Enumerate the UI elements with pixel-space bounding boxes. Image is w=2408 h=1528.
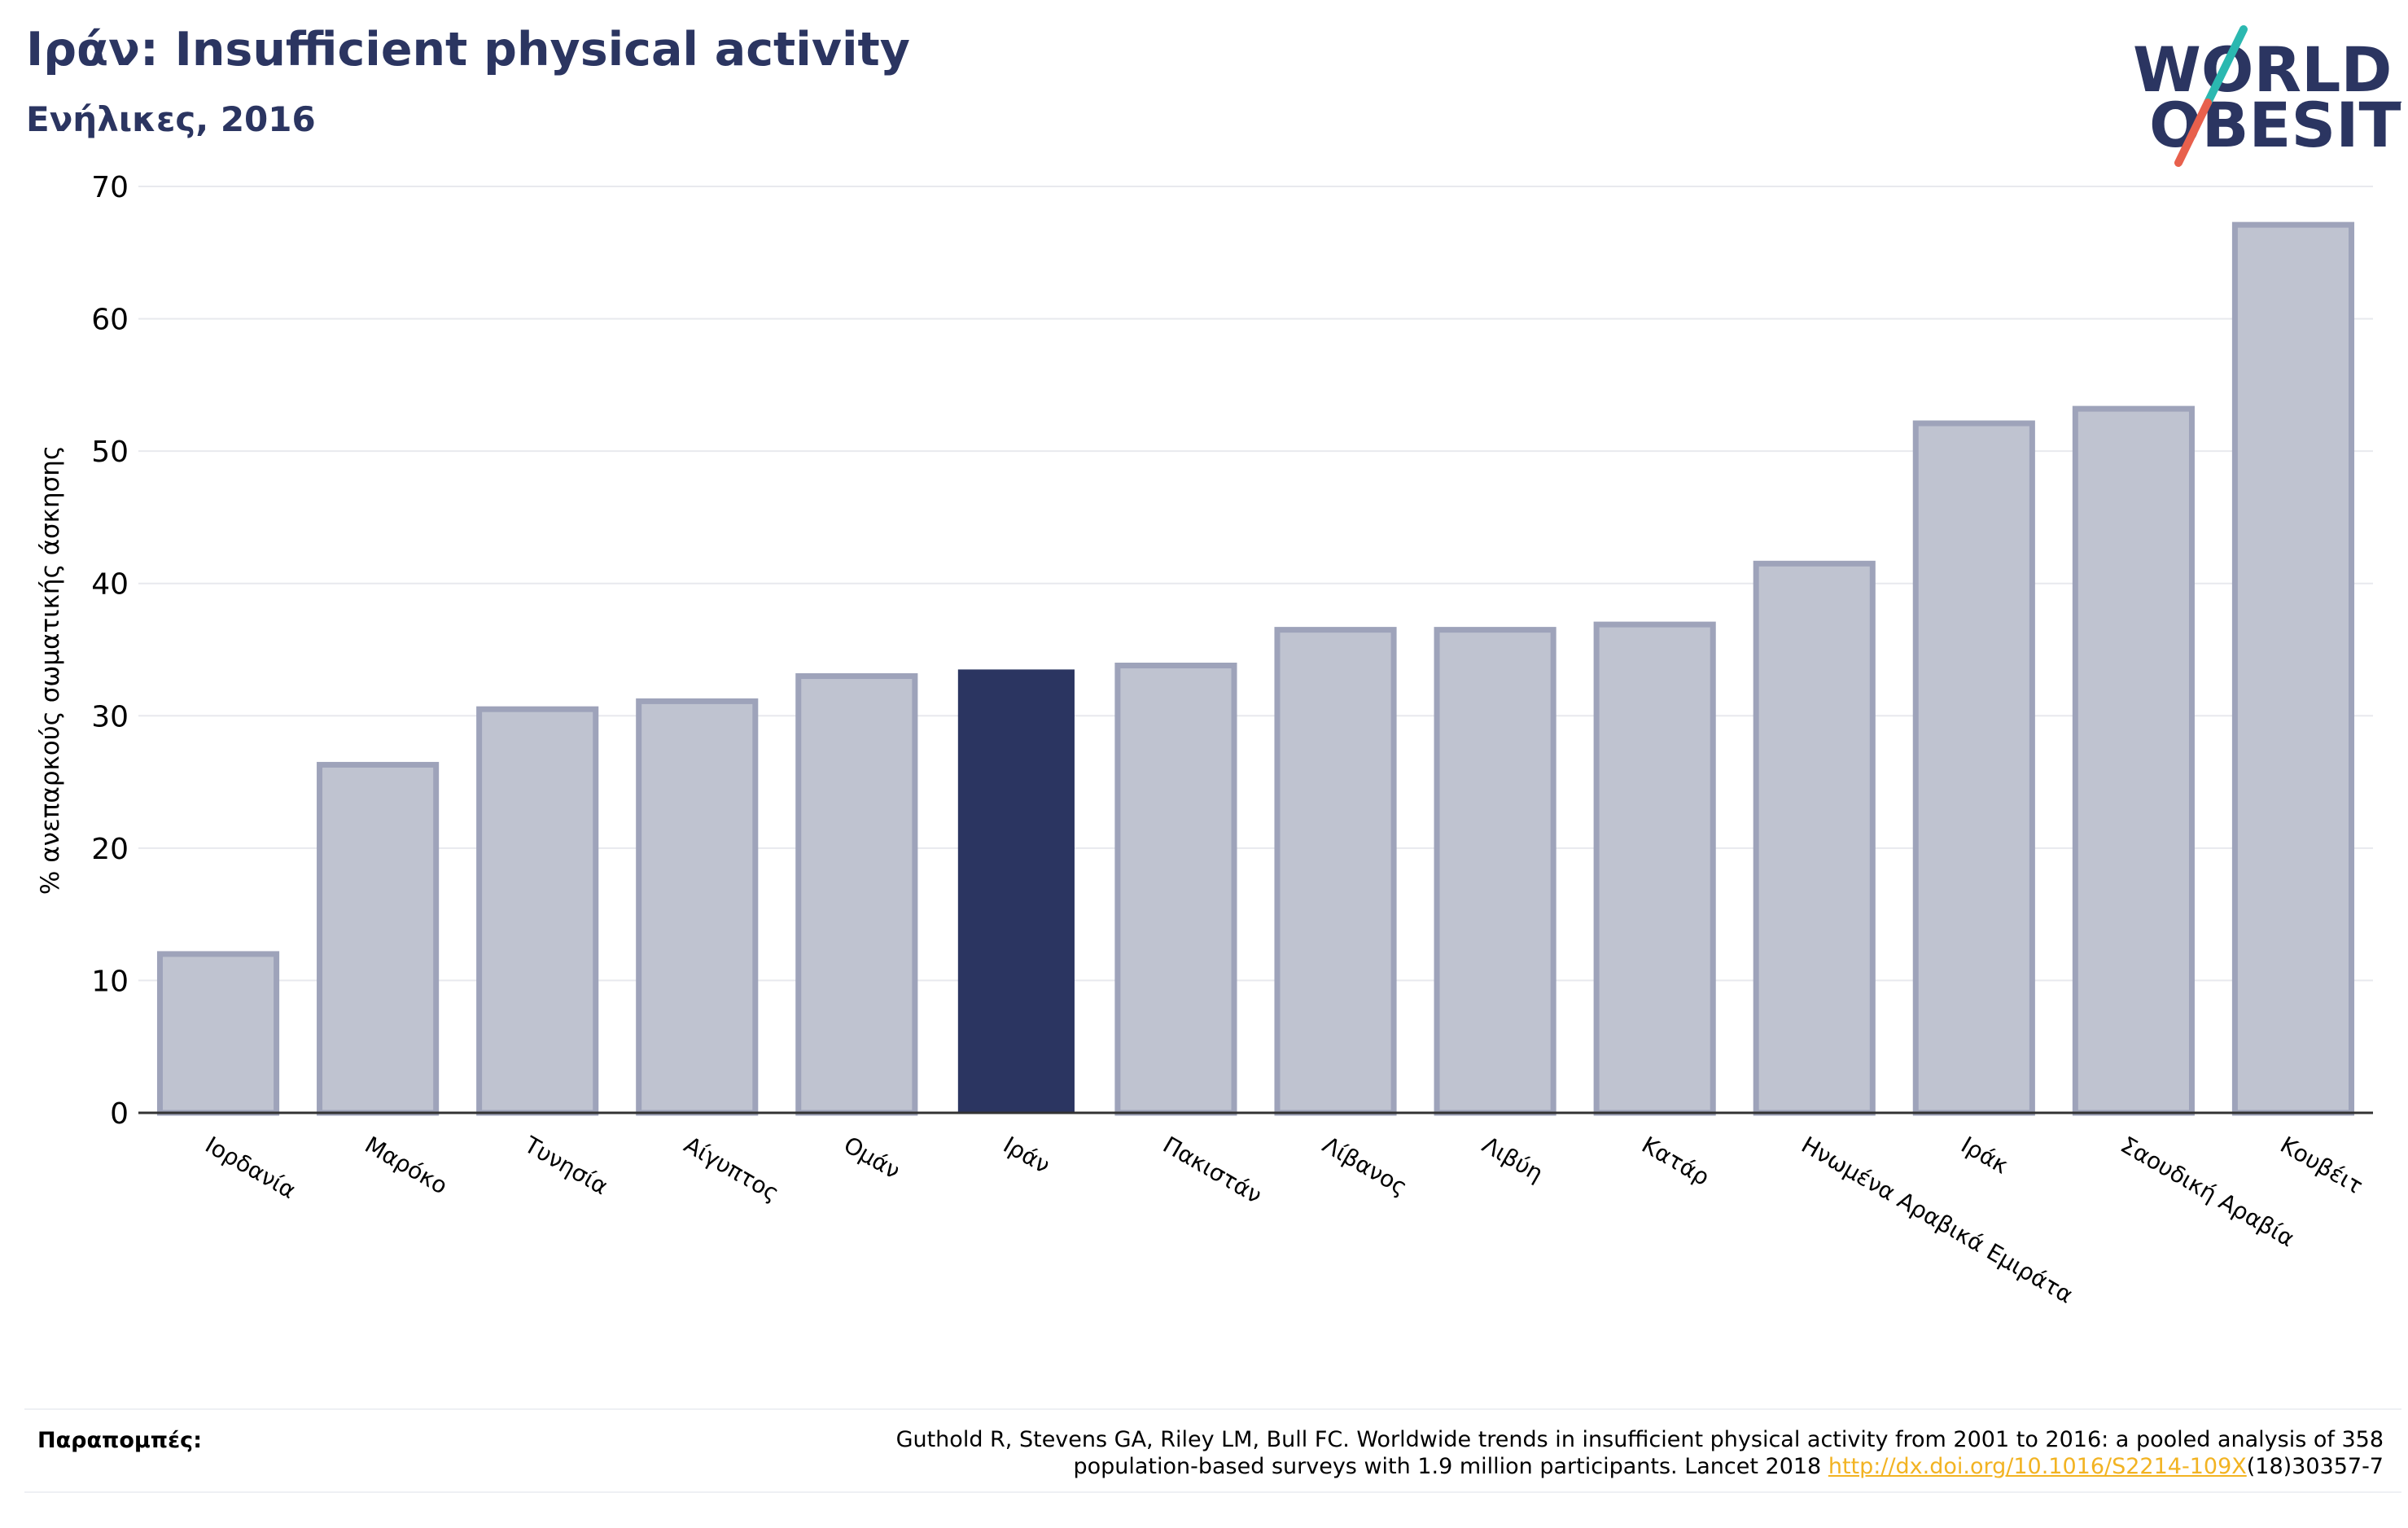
- y-tick-label: 10: [91, 965, 129, 998]
- x-tick-label: Λιβύη: [1478, 1131, 1548, 1187]
- bar-11: [1912, 420, 2035, 1116]
- x-tick-label: Ιράν: [999, 1131, 1055, 1179]
- y-tick-label: 20: [91, 833, 129, 866]
- y-axis-label: % ανεπαρκούς σωματικής άσκησης: [36, 445, 65, 895]
- x-tick-label: Σαουδική Αραβία: [2116, 1131, 2299, 1252]
- reference-line-1: Guthold R, Stevens GA, Riley LM, Bull FC…: [895, 1427, 2384, 1452]
- world-obesity-logo: WORLD OBESITY: [2133, 25, 2401, 167]
- y-tick-label: 40: [91, 568, 129, 602]
- x-tick-label: Ιορδανία: [201, 1131, 300, 1204]
- y-tick-label: 50: [91, 436, 129, 469]
- x-tick-label: Ηνωμένα Αραβικά Εμιράτα: [1797, 1131, 2077, 1308]
- bars: [156, 221, 2355, 1116]
- logo-slash-top: [2204, 25, 2248, 107]
- reference-line-2: population-based surveys with 1.9 millio…: [1073, 1454, 1828, 1479]
- x-tick-label: Λίβανος: [1318, 1131, 1412, 1201]
- y-tick-labels: 0 10 20 30 40 50 60 70: [91, 171, 129, 1131]
- bar-2: [476, 706, 599, 1116]
- footer-divider-bottom: [24, 1491, 2401, 1493]
- references-label: Παραπομπές:: [37, 1428, 202, 1453]
- bar-12: [2072, 405, 2195, 1116]
- x-tick-label: Πακιστάν: [1158, 1131, 1267, 1209]
- bar-13: [2231, 221, 2355, 1116]
- references-text: Guthold R, Stevens GA, Riley LM, Bull FC…: [593, 1426, 2384, 1480]
- bar-4: [795, 673, 918, 1116]
- grid-lines: [138, 186, 2373, 982]
- chart-subtitle: Ενήλικες, 2016: [26, 99, 316, 139]
- x-tick-label: Τυνησία: [519, 1131, 613, 1200]
- x-tick-label: Αίγυπτος: [680, 1131, 784, 1206]
- reference-doi-link[interactable]: http://dx.doi.org/10.1016/S2214-109X: [1828, 1454, 2247, 1479]
- bar-7: [1274, 627, 1397, 1116]
- bar-6: [1114, 663, 1237, 1116]
- logo-word-obesity: OBESITY: [2149, 89, 2401, 161]
- footer-divider-top: [24, 1408, 2401, 1410]
- chart-title: Ιράν: Insufficient physical activity: [26, 23, 910, 77]
- y-tick-label: 60: [91, 304, 129, 337]
- x-tick-label: Μαρόκο: [361, 1131, 453, 1199]
- reference-tail: (18)30357-7: [2246, 1454, 2384, 1479]
- x-tick-label: Ιράκ: [1956, 1131, 2012, 1179]
- logo-slash-bottom: [2174, 99, 2212, 167]
- y-tick-label: 30: [91, 700, 129, 733]
- bar-9: [1593, 621, 1716, 1116]
- bar-8: [1434, 627, 1556, 1116]
- x-tick-label: Ομάν: [839, 1131, 905, 1184]
- bar-chart: 0 10 20 30 40 50 60 70 Ιορδανία Μαρόκο Τυνησία Αίγ…: [36, 171, 2373, 1309]
- logo-word-world: WORLD: [2133, 33, 2392, 106]
- bar-10: [1753, 560, 1876, 1116]
- x-tick-label: Κατάρ: [1637, 1131, 1714, 1191]
- x-tick-labels: Ιορδανία Μαρόκο Τυνησία Αίγυπτος Ομάν Ιράν Πακ…: [201, 1131, 2368, 1309]
- y-tick-label: 70: [91, 171, 129, 204]
- x-tick-label: Κουβέιτ: [2275, 1131, 2367, 1199]
- bar-highlight-5: [957, 669, 1075, 1113]
- bar-3: [636, 698, 759, 1116]
- bar-1: [317, 761, 440, 1116]
- bar-0: [156, 951, 280, 1116]
- y-tick-label: 0: [110, 1097, 129, 1131]
